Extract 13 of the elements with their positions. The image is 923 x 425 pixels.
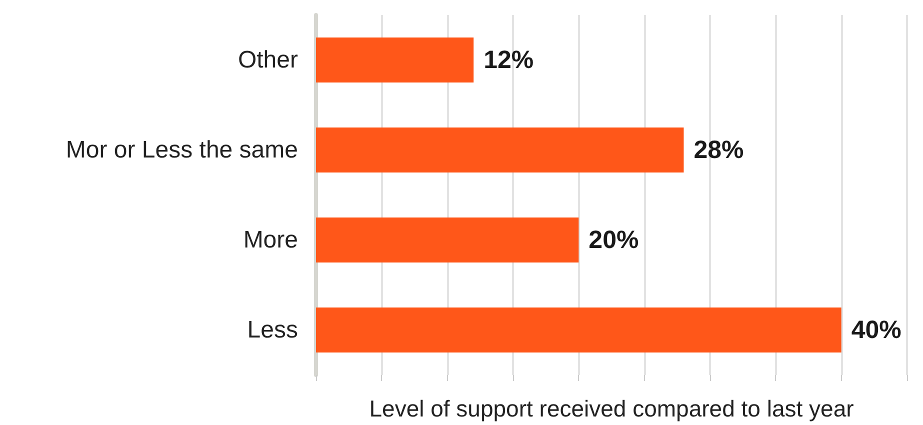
- data-label: 40%: [851, 316, 902, 344]
- y-tick-label: Less: [247, 316, 298, 344]
- data-label: 12%: [484, 46, 534, 74]
- data-label: 28%: [694, 136, 744, 164]
- bar: [316, 38, 474, 82]
- y-tick-label: Other: [238, 46, 298, 74]
- y-tick-label: More: [243, 226, 298, 254]
- bar: [316, 218, 579, 262]
- y-tick-label: Mor or Less the same: [66, 136, 298, 164]
- bar: [316, 128, 684, 172]
- x-axis-title: Level of support received compared to last year: [369, 396, 854, 422]
- data-label: 20%: [588, 226, 639, 254]
- bar: [316, 308, 842, 352]
